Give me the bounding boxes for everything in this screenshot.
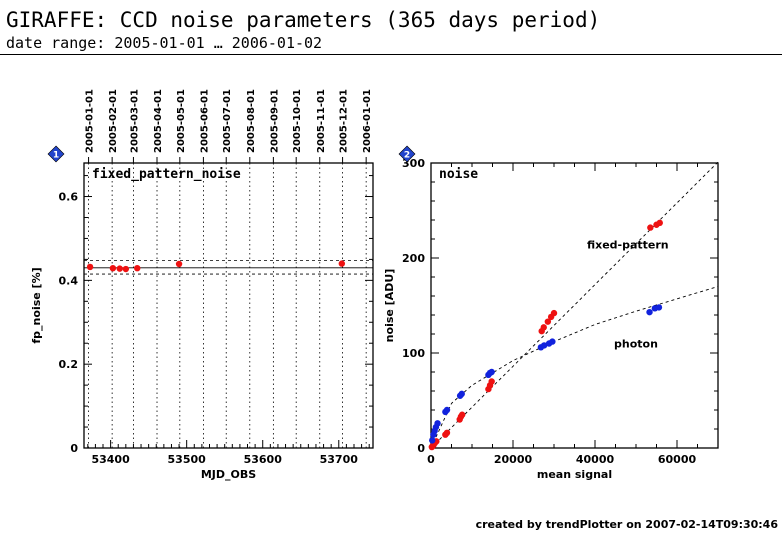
data-point	[86, 263, 94, 271]
fit-line-photon	[430, 286, 719, 449]
chart2-badge-label: 2	[404, 151, 410, 161]
footer-credit: created by trendPlotter on 2007-02-14T09…	[475, 518, 778, 531]
data-point	[544, 318, 552, 325]
data-point	[434, 420, 441, 427]
top-axis-date-label: 2006-01-01	[362, 89, 373, 153]
data-point	[134, 264, 141, 272]
data-point	[338, 260, 346, 267]
x-tick-label: 0	[427, 453, 435, 466]
x-tick-label: 53500	[168, 453, 207, 466]
chart2-xlabel: mean signal	[537, 468, 612, 481]
page-title: GIRAFFE: CCD noise parameters (365 days …	[6, 8, 601, 32]
chart2-badge: 2	[398, 145, 416, 163]
top-axis-date-label: 2005-02-01	[108, 89, 119, 153]
chart1-badge-diamond	[47, 145, 65, 163]
y-tick-label: 0.2	[59, 358, 79, 371]
data-point	[429, 437, 436, 444]
chart2-title: noise	[439, 167, 478, 182]
data-point	[550, 309, 558, 317]
data-point	[540, 342, 548, 349]
data-point	[647, 224, 654, 231]
header-divider	[0, 54, 782, 55]
chart1-xlabel: MJD_OBS	[201, 468, 256, 481]
top-axis-date-label: 2005-08-01	[246, 89, 257, 153]
data-point	[109, 264, 117, 272]
data-point	[122, 265, 130, 273]
chart1-ylabel: fp_noise [%]	[30, 267, 43, 343]
x-tick-label: 53700	[320, 453, 359, 466]
chart1-badge: 1	[47, 145, 65, 163]
top-axis-date-label: 2005-05-01	[176, 89, 187, 153]
top-axis-date-label: 2005-04-01	[153, 89, 164, 153]
x-tick-label: 20000	[494, 453, 533, 466]
x-tick-label: 60000	[658, 453, 697, 466]
x-tick-label: 53600	[244, 453, 283, 466]
chart1-badge-label: 1	[53, 151, 59, 161]
top-axis-date-label: 2005-10-01	[292, 89, 303, 153]
y-tick-label: 0	[417, 442, 425, 455]
top-axis-date-label: 2005-03-01	[129, 89, 140, 153]
data-point	[443, 429, 451, 436]
data-point	[175, 260, 183, 268]
chart2-ylabel: noise [ADU]	[383, 269, 396, 343]
data-point	[488, 378, 495, 385]
data-point	[656, 219, 663, 227]
chart1-title: fixed_pattern_noise	[92, 167, 241, 182]
data-point	[655, 304, 663, 311]
top-axis-date-label: 2005-12-01	[339, 89, 350, 153]
x-tick-label: 53400	[91, 453, 130, 466]
y-tick-label: 0	[70, 442, 78, 455]
data-point	[443, 406, 451, 414]
top-axis-date-label: 2005-11-01	[316, 89, 327, 153]
chart2-badge-diamond	[398, 145, 416, 163]
fit-line-fixed-pattern	[430, 161, 719, 449]
top-axis-date-label: 2005-06-01	[199, 89, 210, 153]
data-point	[488, 368, 495, 376]
date-range-subtitle: date range: 2005-01-01 … 2006-01-02	[6, 34, 323, 52]
data-point	[458, 390, 465, 398]
top-axis-date-label: 2005-01-01	[85, 89, 96, 153]
top-axis-date-label: 2005-07-01	[222, 89, 233, 153]
data-point	[116, 265, 123, 272]
chart1-frame	[83, 162, 374, 449]
y-tick-label: 200	[402, 252, 425, 265]
x-tick-label: 40000	[576, 453, 615, 466]
data-point	[458, 411, 466, 418]
annotation-label: fixed-pattern	[587, 239, 669, 252]
data-point	[549, 338, 556, 345]
data-point	[540, 324, 547, 331]
data-point	[646, 308, 653, 316]
chart1: 2005-01-01 2005-02-01 2005-03-01 2005-04-01…	[30, 89, 374, 481]
annotation-label: photon	[614, 337, 658, 350]
y-tick-label: 0.6	[59, 191, 79, 204]
y-tick-label: 100	[402, 347, 425, 360]
y-tick-label: 0.4	[59, 274, 79, 287]
top-axis-date-label: 2005-09-01	[269, 89, 280, 153]
